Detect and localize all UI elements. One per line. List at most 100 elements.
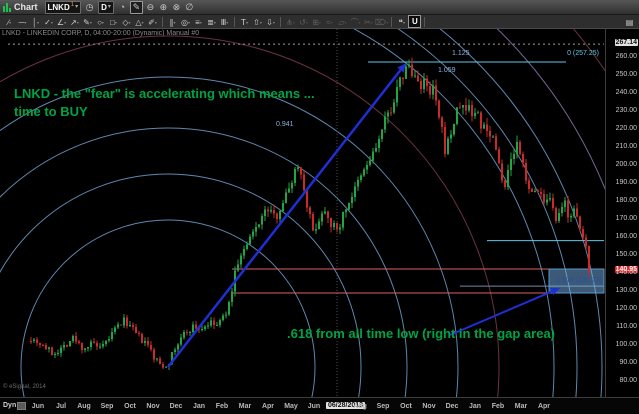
zoom-in-icon[interactable]: ⊕ [159,1,168,12]
time-axis-label: Dec [169,403,183,410]
dropdown-caret-icon: ▾ [114,19,117,25]
dropdown-caret-icon: ▾ [64,19,67,25]
gap-area-box[interactable] [548,268,605,294]
rectangle-tool-icon[interactable]: □ ▾ [110,17,117,27]
drawing-toolbar: ∕ ▾ ─ ▾ │ ▾ ✓ ▾ ∠ ▾ ↗ ▾ ✎ ▾ ○ ▾ □ ▾ ◇ ▾ △ ▾ ✐ ▾ ∥ ▾ ◎ ▾ ≡ ▾ ≣ ▾ Ⅲ ▾ T ▾ ⇧ ▾ ⇩ ▾… [0,14,639,28]
grid-tool-icon: ⊞ ▾ [312,17,321,27]
marker-tool-icon[interactable]: ✐ ▾ [148,17,157,27]
trend-arrow-up[interactable] [167,63,406,368]
interval-dropdown-icon[interactable]: ▾ [107,4,111,10]
brush-tool-icon[interactable]: ✎ ▾ [83,17,92,27]
time-axis[interactable]: Dyn 06/28/2013 Jun Jul Aug Sep Oct Nov Dec Jan F… [0,397,639,414]
highlighted-date-label: 06/28/2013 [326,402,366,409]
text-tool-icon[interactable]: T ▾ [241,17,248,27]
dropdown-caret-icon: ▾ [24,19,27,25]
price-axis-label: 260.00 [615,53,637,60]
app-title: Chart [14,2,38,12]
horizontal-line-tool-icon[interactable]: ─ ▾ [18,17,27,27]
fib-arc-level-label: 1.125 [452,50,470,57]
toolbar-divider [424,16,426,27]
time-axis-label: Apr [261,403,275,410]
ray-tool-icon[interactable]: ↗ ▾ [70,17,79,27]
dropdown-caret-icon: ▾ [76,19,79,25]
fib-time-zones-tool-icon[interactable]: Ⅲ ▾ [220,17,229,27]
zoom-reset-icon[interactable]: ⊗ [172,1,181,12]
symbol-dropdown-icon[interactable]: ▾ [75,4,79,10]
time-axis-label: Jun [31,403,45,410]
underline-tool-icon[interactable]: U [408,15,422,28]
triangle-tool-icon[interactable]: △ ▾ [135,17,144,27]
parallel-lines-tool-icon[interactable]: ∥ ▾ [169,17,176,27]
chart-region: LNKD - LINKEDIN CORP, D, 04:00-20:00 (Dy… [0,28,639,414]
dropdown-caret-icon: ▾ [318,19,321,25]
fib-arcs [0,29,605,397]
time-axis-label: Apr [537,403,551,410]
callout-tool-icon[interactable]: ❝ ▾ [398,17,405,27]
dropdown-caret-icon: ▾ [370,19,373,25]
polygon-tool-icon[interactable]: ◇ ▾ [122,17,131,27]
arrow-up-tool-icon[interactable]: ⇧ ▾ [253,17,262,27]
dropdown-caret-icon: ▾ [305,19,308,25]
gap-pointer-arrow[interactable] [449,287,560,336]
trendline-tool-icon[interactable]: ∕ ▾ [7,17,12,27]
pencil-icon[interactable]: ✎ [129,0,143,14]
fib-circles-tool-icon[interactable]: ◎ ▾ [181,17,190,27]
time-axis-menu-icon[interactable] [17,402,26,410]
dropdown-caret-icon: ▾ [101,19,104,25]
dropdown-caret-icon: ▾ [154,19,157,25]
interval-select[interactable]: D ▾ [98,0,114,14]
time-axis-label: Jan [468,403,482,410]
price-axis-label: 180.00 [615,197,637,204]
panel-toggle-icon[interactable]: ▤ [625,17,634,27]
time-axis-label: May [284,403,298,410]
crosshair-price-badge: 267.14 [614,39,638,47]
fib-retracement-tool-icon[interactable]: ≡ ▾ [195,17,202,27]
price-axis-label: 80.00 [619,377,637,384]
vertical-line-tool-icon[interactable]: │ ▾ [31,17,39,27]
eraser-tool-icon: ⌦ ▾ [375,17,389,27]
time-axis-label: Jun [307,403,321,410]
fib-arc-level-label: 1.059 [438,67,456,74]
annotation-fear-text-line1: LNKD - the "fear" is accelerating which … [14,86,315,101]
channel-tool-icon[interactable]: ∠ ▾ [56,17,67,27]
dropdown-caret-icon: ▾ [141,19,144,25]
price-axis[interactable]: 267.14 140.95 260.00 250.00 240.00 230.00 22… [605,29,639,397]
price-axis-label: 160.00 [615,233,637,240]
polyline-tool-icon[interactable]: ✓ ▾ [44,17,53,27]
zoom-out-icon[interactable]: ⊖ [146,1,155,12]
copyright-text: © eSignal, 2014 [3,384,46,390]
dropdown-caret-icon: ▾ [50,19,53,25]
dropdown-caret-icon: ▾ [259,19,262,25]
price-axis-label: 210.00 [615,143,637,150]
arrow-down-tool-icon[interactable]: ⇩ ▾ [266,17,275,27]
fib-arc-level-label: 0.941 [276,121,294,128]
price-plot [0,29,605,397]
link-icon[interactable]: ∅ [185,1,194,12]
chart-series-header: LNKD - LINKEDIN CORP, D, 04:00-20:00 (Dy… [2,30,200,37]
time-template-icon[interactable]: ◷ [85,1,94,12]
time-axis-label: Oct [400,403,412,410]
cycle-tool-icon: ↺ ▾ [299,17,308,27]
time-axis-label: Dec [445,403,459,410]
price-axis-label: 90.00 [619,359,637,366]
wave-tool-icon: ≈ ▾ [326,17,333,27]
fib-extension-tool-icon[interactable]: ≣ ▾ [207,17,216,27]
time-axis-label: Nov [422,403,436,410]
chart-canvas[interactable]: LNKD - LINKEDIN CORP, D, 04:00-20:00 (Dy… [0,29,605,397]
dropdown-caret-icon: ▾ [226,19,229,25]
dropdown-caret-icon: ▾ [173,19,176,25]
annotation-fear-text-line2: time to BUY [14,104,88,119]
time-axis-label: Aug [77,403,91,410]
refresh-icon[interactable]: ◔ [119,1,126,12]
dropdown-caret-icon: ▾ [213,19,216,25]
toolbar-divider [391,16,393,27]
dropdown-caret-icon: ▾ [292,19,295,25]
dyn-button[interactable]: Dyn [3,402,17,409]
ellipse-tool-icon[interactable]: ○ ▾ [97,17,104,27]
box-select-tool-icon: ▱ ▾ [338,17,347,27]
time-axis-label: Jul [55,403,67,410]
annotation-gap-text: .618 from all time low (right in the gap… [287,326,555,341]
price-axis-label: 250.00 [615,71,637,78]
symbol-input[interactable]: LNKD 1 ▾ [44,0,82,14]
